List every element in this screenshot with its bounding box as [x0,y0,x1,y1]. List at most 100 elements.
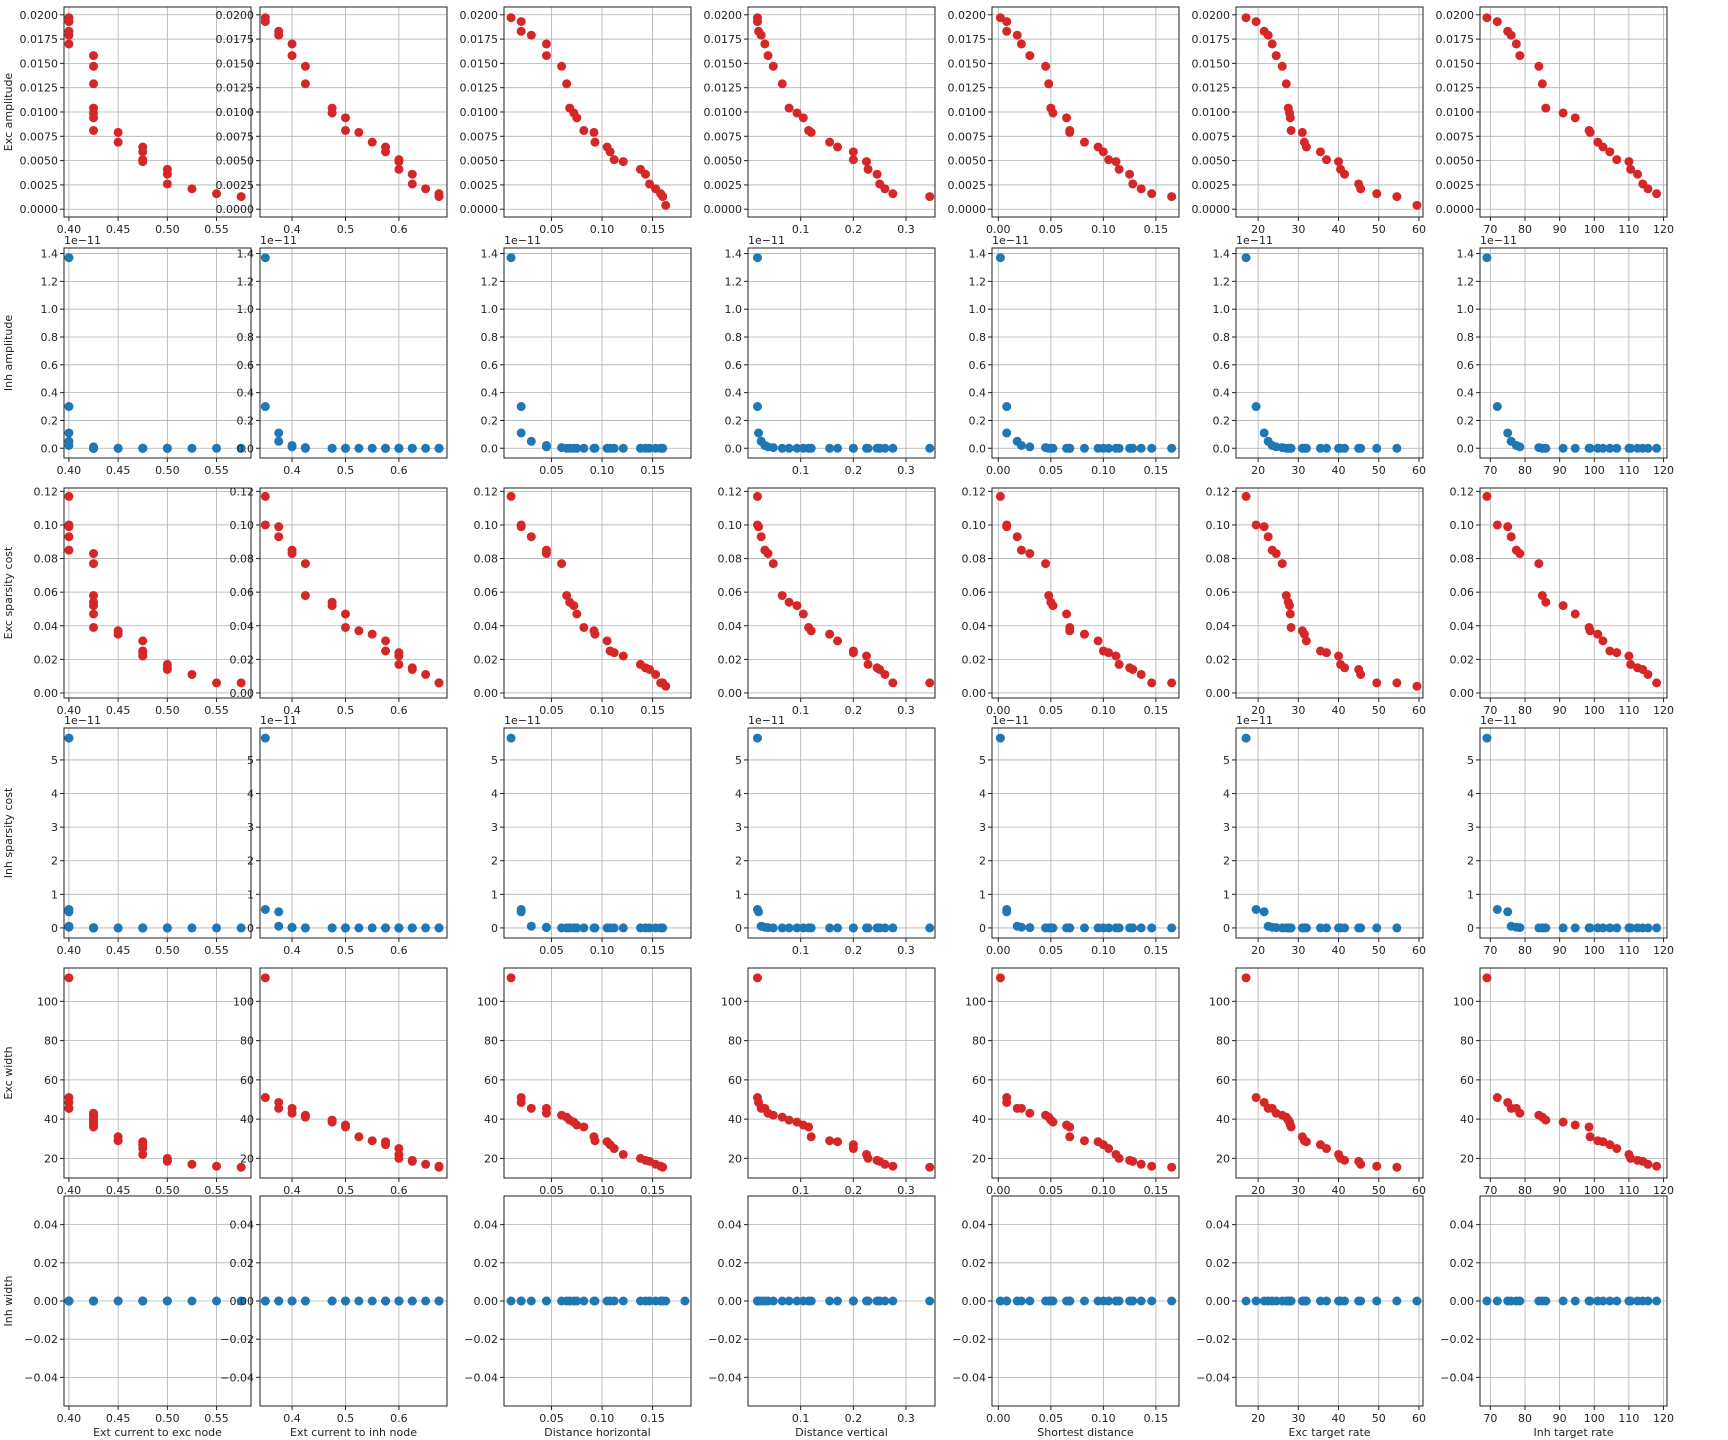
data-point [1598,1296,1608,1306]
y-tick-label: 0.10 [474,519,499,532]
data-point [1633,169,1643,179]
y-tick-label: 0.04 [230,1219,255,1232]
data-point [1065,626,1075,636]
data-point [1605,147,1615,157]
data-point [806,443,816,453]
data-point [212,923,222,933]
data-point [287,923,297,933]
y-axis-label: Inh amplitude [2,315,15,392]
x-tick-label: 0.3 [897,223,915,236]
data-point [1259,522,1269,532]
data-point [64,922,74,932]
y-tick-label: 2 [247,855,254,868]
data-point [541,1108,551,1118]
axes-frame [259,247,448,459]
data-point [641,169,651,179]
y-offset-label: 1e−11 [748,714,785,727]
data-point [1104,1144,1114,1154]
y-tick-label: 0.10 [1206,519,1231,532]
data-point [1062,609,1072,619]
y-tick-label: 0.0175 [460,33,499,46]
data-point [516,522,526,532]
data-point [1114,164,1124,174]
data-point [64,402,74,412]
data-point [862,651,872,661]
panel-r4-c6: 70 80 90 100 110 120 20 40 60 80 100 [1453,967,1674,1197]
data-point [863,164,873,174]
y-tick-label: −0.02 [708,1333,742,1346]
y-tick-label: 0.00 [474,1295,499,1308]
y-tick-label: 0.0150 [1436,57,1475,70]
panel-r5-c5: 20 30 40 50 60 −0.04 −0.02 0.00 0.02 0.04 Exc targ… [1196,1195,1426,1439]
data-point [113,1296,123,1306]
y-tick-label: 0.0150 [948,57,987,70]
data-point [1267,39,1277,49]
data-point [768,1296,778,1306]
data-point [89,113,99,123]
y-tick-label: 0.6 [237,359,255,372]
y-tick-label: 0.0000 [1192,203,1231,216]
y-tick-label: 1.4 [41,248,59,261]
y-offset-label: 1e−11 [1480,714,1517,727]
data-point [760,39,770,49]
data-point [1241,13,1251,23]
data-point [1241,973,1251,983]
data-point [212,1161,222,1171]
data-point [300,1296,310,1306]
data-point [1002,1296,1012,1306]
data-point [1534,61,1544,71]
data-point [569,601,579,611]
x-tick-label: 60 [1412,464,1426,477]
y-tick-label: 0.0200 [1192,9,1231,22]
data-point [995,1296,1005,1306]
data-point [1016,39,1026,49]
data-point [1482,253,1492,263]
data-point [1515,549,1525,559]
panel-r1-c0: 0.40 0.45 0.50 0.55 0.0 0.2 0.4 0.6 0.8 1.0 1.2 1.4… [2,234,252,477]
data-point [138,651,148,661]
data-point [340,622,350,632]
data-point [645,179,655,189]
x-tick-label: 120 [1653,1412,1674,1425]
data-point [89,609,99,619]
y-tick-label: 0.12 [1450,485,1475,498]
x-tick-label: 100 [1584,944,1605,957]
data-point [516,907,526,917]
y-tick-label: 3 [247,821,254,834]
data-point [516,17,526,27]
data-point [287,39,297,49]
y-offset-label: 1e−11 [504,714,541,727]
data-point [236,443,246,453]
data-point [1044,79,1054,89]
panel-r5-c0: 0.40 0.45 0.50 0.55 −0.04 −0.02 0.00 0.02 0.04 In… [2,1195,252,1439]
data-point [187,184,197,194]
data-point [777,923,787,933]
data-point [516,1296,526,1306]
data-point [562,79,572,89]
x-tick-label: 0.1 [792,1184,810,1197]
x-tick-label: 40 [1332,704,1346,717]
data-point [526,30,536,40]
data-point [394,923,404,933]
panel-r1-c4: 0.00 0.05 0.10 0.15 0.0 0.2 0.4 0.6 0.8 1.0 1.2 1.4… [969,234,1180,477]
data-point [768,923,778,933]
y-tick-label: 0.0100 [1436,106,1475,119]
x-tick-label: 0.15 [1144,944,1169,957]
data-point [1104,648,1114,658]
data-point [880,1159,890,1169]
data-point [1537,79,1547,89]
y-tick-label: 0.12 [1206,485,1231,498]
x-tick-label: 90 [1553,1412,1567,1425]
data-point [340,609,350,619]
data-point [138,636,148,646]
data-point [162,1296,172,1306]
data-point [541,442,551,452]
y-tick-label: 0.6 [481,359,499,372]
data-point [754,907,764,917]
data-point [1570,1120,1580,1130]
data-point [784,443,794,453]
data-point [381,923,391,933]
y-tick-label: 0.0150 [704,57,743,70]
data-point [1558,443,1568,453]
data-point [1128,1156,1138,1166]
